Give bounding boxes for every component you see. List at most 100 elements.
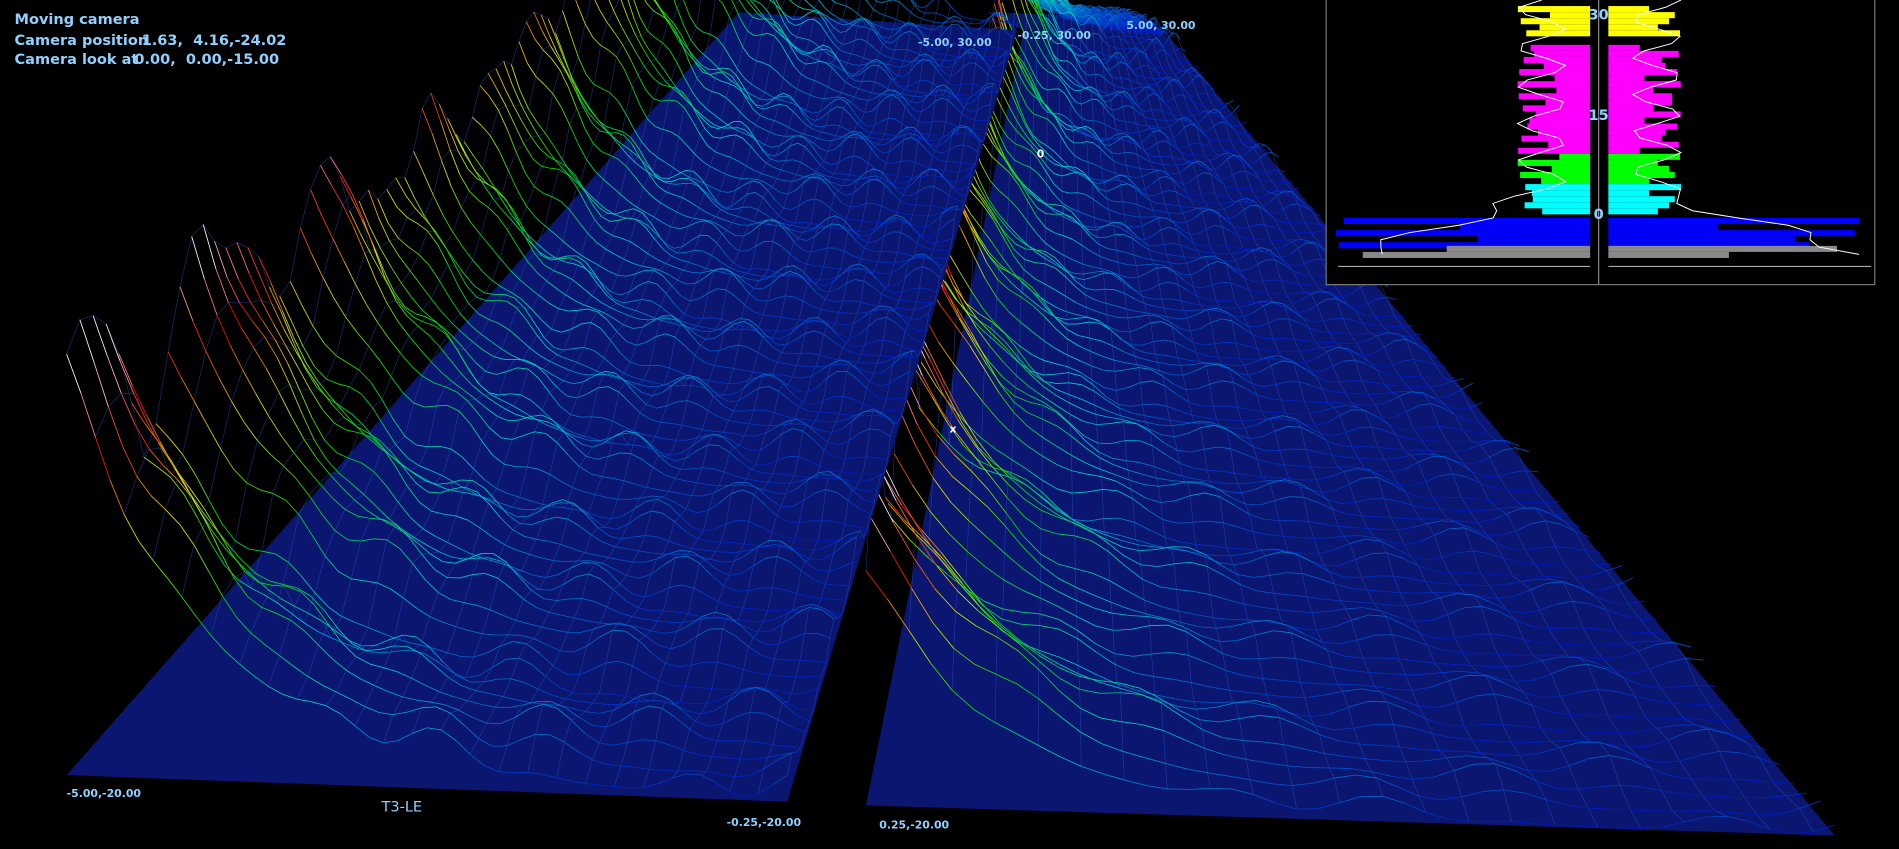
wire-segment (1041, 8, 1047, 11)
wire-segment (1063, 80, 1070, 88)
wire-segment (1068, 79, 1075, 85)
wire-segment (1123, 7, 1129, 13)
wire-segment (1127, 64, 1133, 71)
wire-segment (1119, 16, 1126, 24)
wire-segment (1152, 37, 1157, 41)
wire-segment (1131, 19, 1137, 26)
wire-segment (1063, 29, 1069, 33)
wire-segment (1057, 37, 1063, 41)
wire-segment (1175, 33, 1181, 40)
wire-segment (1144, 39, 1149, 42)
wire-segment (1045, 0, 1050, 5)
wire-segment (1103, 13, 1108, 18)
wire-segment (1063, 14, 1069, 18)
wire-segment (1042, 38, 1049, 50)
wire-segment (1123, 29, 1130, 32)
wire-segment (1170, 31, 1175, 38)
wire-segment (1112, 108, 1118, 111)
wire-segment (1132, 87, 1138, 90)
wire-segment (1080, 68, 1086, 75)
wire-segment (1103, 517, 1119, 520)
wire-segment (1047, 33, 1054, 42)
wire-segment (1048, 10, 1054, 18)
wire-segment (1080, 50, 1086, 55)
wire-segment (1218, 107, 1224, 112)
wire-segment (1055, 7, 1061, 14)
wire-segment (1163, 47, 1168, 54)
wire-segment (1119, 29, 1124, 35)
wire-segment (1218, 116, 1225, 120)
wire-segment (1071, 11, 1077, 17)
wire-segment (1112, 9, 1118, 14)
wire-segment (1109, 19, 1114, 22)
wire-segment (1128, 276, 1139, 279)
wire-segment (1112, 55, 1118, 58)
wire-segment (1098, 6, 1104, 9)
wire-segment (1071, 6, 1076, 11)
wire-segment (1077, 82, 1084, 88)
wire-segment (1047, 40, 1054, 55)
wire-segment (1136, 17, 1143, 27)
wire-segment (1156, 80, 1162, 85)
wire-segment (1094, 59, 1099, 63)
wire-segment (1078, 6, 1084, 13)
wire-segment (1130, 96, 1136, 99)
wire-column (1037, 0, 1050, 746)
wire-segment (1036, 42, 1044, 54)
wire-segment (1132, 23, 1137, 28)
wire-segment (1119, 330, 1130, 333)
wire-segment (1203, 110, 1209, 112)
wire-segment (1069, 6, 1074, 12)
wire-segment (1052, 53, 1059, 61)
wire-segment (1147, 125, 1153, 127)
wire-segment (1548, 627, 1566, 630)
wire-segment (1046, 5, 1052, 8)
wire-segment (1174, 78, 1180, 83)
wire-segment (1164, 50, 1169, 56)
wire-segment (1106, 20, 1111, 26)
wire-segment (1057, 5, 1064, 12)
wire-segment (1105, 36, 1110, 39)
wire-segment (1234, 104, 1240, 111)
wire-segment (1069, 86, 1075, 91)
wire-segment (1099, 74, 1105, 79)
wire-segment (1196, 75, 1202, 77)
wire-segment (1364, 446, 1378, 448)
wire-segment (1074, 17, 1079, 27)
wire-segment (1580, 564, 1596, 567)
wire-segment (1137, 101, 1144, 106)
wire-segment (1122, 105, 1129, 107)
wire-segment (1161, 110, 1168, 114)
wire-segment (1067, 60, 1073, 65)
wire-segment (1075, 59, 1082, 70)
wire-segment (1052, 40, 1058, 45)
wire-segment (1085, 6, 1091, 13)
wire-segment (1133, 48, 1138, 51)
wire-segment (1080, 23, 1085, 26)
wire-segment (1157, 26, 1164, 33)
wire-segment (1164, 101, 1170, 103)
wire-segment (1092, 8, 1099, 16)
wire-column (1145, 33, 1685, 823)
wire-segment (1128, 58, 1134, 65)
wire-segment (1085, 86, 1091, 89)
wire-segment (1135, 104, 1142, 111)
wire-segment (1113, 90, 1119, 94)
wire-segment (1085, 35, 1090, 38)
wire-segment (1549, 564, 1566, 566)
wire-segment (1130, 96, 1137, 105)
wire-segment (1192, 75, 1198, 81)
wire-segment (1111, 46, 1116, 49)
wire-segment (1094, 6, 1100, 13)
wire-segment (1171, 59, 1177, 63)
wire-segment (1118, 7, 1125, 12)
wire-segment (1193, 101, 1199, 105)
wire-segment (1132, 18, 1138, 23)
wire-segment (1156, 266, 1166, 269)
wire-segment (1125, 51, 1131, 57)
wire-segment (1052, 24, 1058, 33)
wire-segment (1163, 28, 1168, 32)
wire-segment (1053, 0, 1059, 7)
wire-segment (1534, 563, 1550, 566)
wire-segment (1265, 152, 1273, 154)
